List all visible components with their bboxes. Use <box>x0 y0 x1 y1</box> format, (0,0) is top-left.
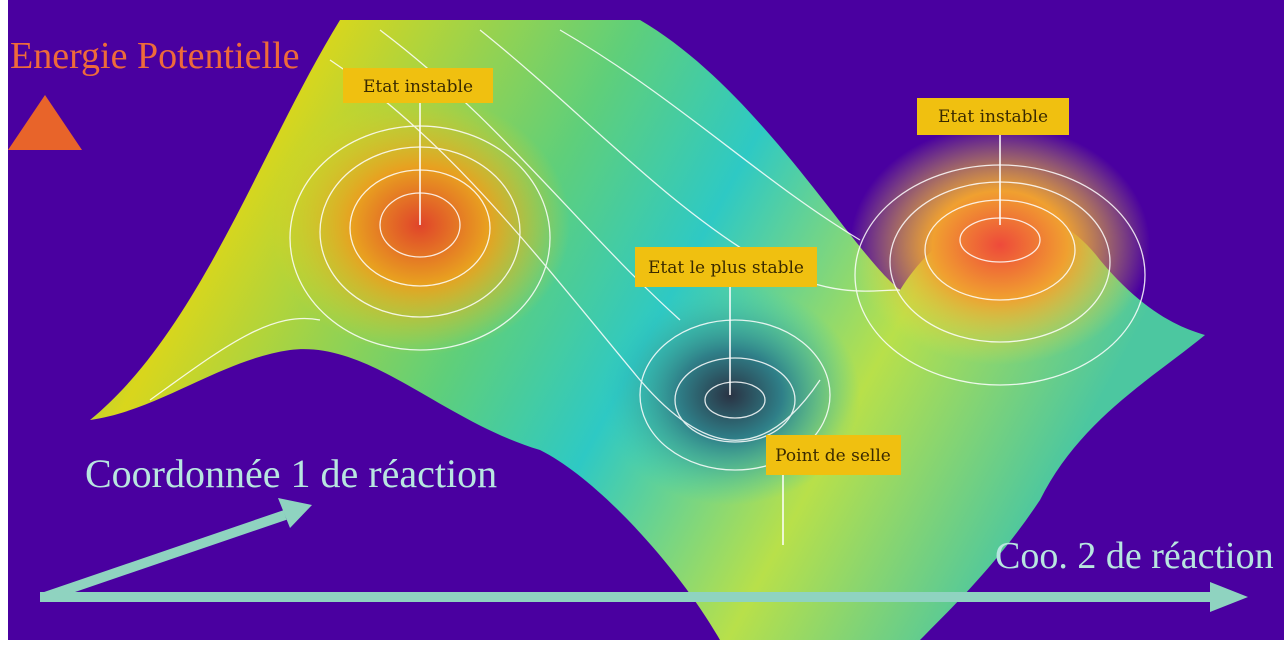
annotation-box <box>917 98 1069 135</box>
annotation: Point de selle <box>775 446 891 466</box>
x2-axis-label: Coo. 2 de réaction <box>995 535 1274 577</box>
y-axis-arrowhead <box>8 95 82 150</box>
annotation-box <box>343 68 493 103</box>
annotation: Etat instable <box>363 77 473 97</box>
annotation: Etat le plus stable <box>648 258 804 278</box>
peak <box>850 125 1150 365</box>
annotation-box <box>635 247 817 287</box>
x1-axis <box>43 510 287 602</box>
x1-axis-label: Coordonnée 1 de réaction <box>85 451 497 496</box>
x2-axis-arrowhead <box>1210 582 1248 612</box>
annotation: Etat instable <box>938 107 1048 127</box>
x1-axis-arrowhead <box>278 498 312 528</box>
y-axis-label: Energie Potentielle <box>10 35 300 77</box>
leader-lines <box>419 103 1001 545</box>
annotation-box <box>766 435 901 475</box>
